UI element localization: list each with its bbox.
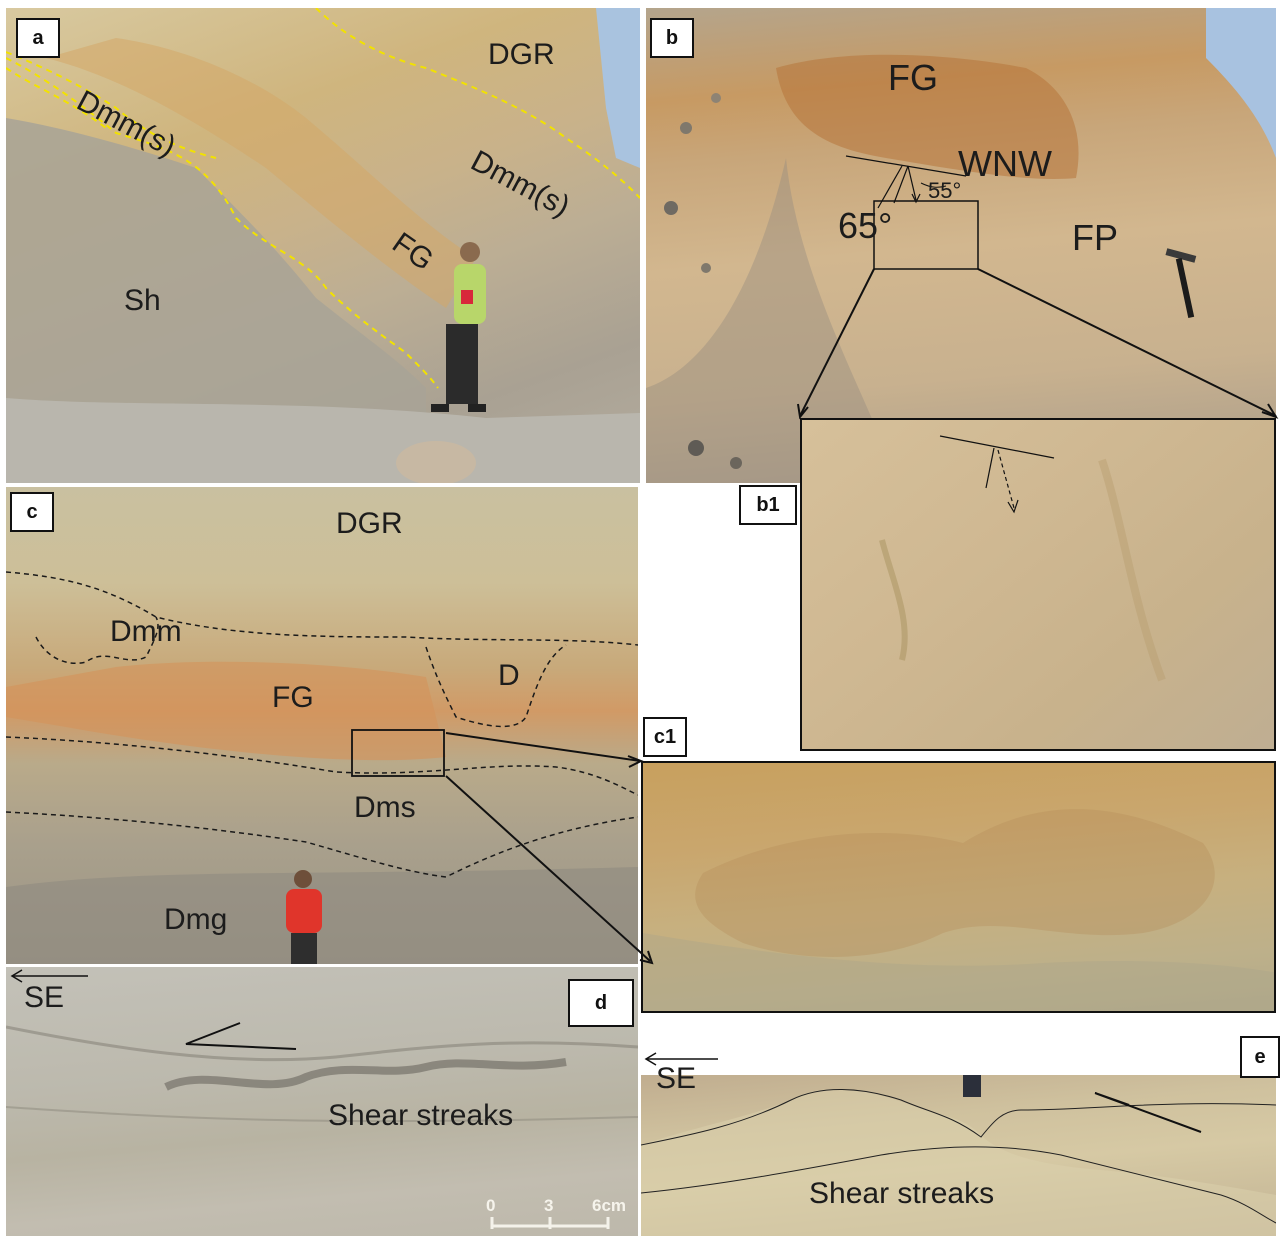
deformed-clast (695, 809, 1215, 957)
panel-tag-a: a (16, 18, 60, 58)
label-dgr: DGR (488, 38, 555, 71)
photo-panel-a: a DGR Dmm(s) Dmm(s) FG Sh (6, 8, 640, 483)
scale-tick-0: 0 (486, 1196, 496, 1215)
shear-sense-arrow (185, 1022, 297, 1050)
slip-arrow (907, 165, 917, 201)
label-shear-streaks: Shear streaks (328, 1099, 514, 1132)
ground (6, 398, 640, 483)
label-dmg: Dmg (164, 903, 228, 936)
connector-c-bottom-head (639, 950, 654, 965)
breccia-zone (646, 158, 876, 483)
orange-band (46, 38, 476, 308)
contact-dmm-top (6, 571, 638, 646)
photo-panel-b1 (800, 418, 1276, 751)
angle-arc (920, 182, 947, 188)
scale-tick-6cm: 6cm (592, 1196, 627, 1215)
panel-tag-b1: b1 (739, 485, 797, 525)
connector-c-top (445, 732, 641, 762)
panel-tag-d: d (568, 979, 634, 1027)
contact-line-upper-left (6, 51, 217, 159)
strike-line (939, 435, 1055, 459)
label-dgr: DGR (336, 507, 403, 540)
label-dmm: Dmm (110, 615, 182, 648)
connector-b-left (799, 268, 875, 417)
label-d: D (498, 659, 520, 692)
photo-panel-e: Shear streaks (641, 1075, 1276, 1236)
label-fg: FG (888, 57, 938, 98)
scale-tick-3: 3 (544, 1196, 554, 1215)
slip-dashed (997, 449, 1015, 509)
label-sh: Sh (124, 284, 161, 317)
pen-marker (963, 1075, 981, 1097)
slip-arrowhead (1007, 499, 1019, 514)
panel-d-drawing (6, 969, 638, 1229)
contact-line-lower (6, 57, 439, 389)
shale-unit (6, 118, 426, 483)
boulder (396, 441, 476, 483)
connector-c-bottom (445, 775, 651, 962)
fault-gouge-zone (776, 54, 1079, 179)
label-angle-65: 65° (838, 205, 893, 246)
contact-dms-base (6, 811, 638, 878)
photo-panel-b: b FG WNW 55° 65° FP (646, 8, 1276, 483)
lower-unit (643, 933, 1274, 1011)
dip-line (985, 447, 995, 489)
panel-tag-c: c (10, 492, 54, 532)
panel-tag-e: e (1240, 1036, 1280, 1078)
label-se: SE (24, 981, 65, 1014)
shear-zone-fill (641, 1088, 1276, 1236)
label-shear-streaks: Shear streaks (809, 1177, 995, 1210)
label-dms: Dms (354, 791, 416, 824)
connector-b-right (977, 268, 1277, 417)
contact-line-lower-2 (6, 67, 107, 129)
person-figure (286, 870, 322, 964)
panel-b1-drawing (879, 435, 1166, 682)
contact-dmm-base (35, 616, 159, 664)
fault-gouge-band (6, 661, 446, 761)
photo-panel-c: c DGR Dmm FG D Dms Dmg (6, 487, 638, 964)
label-wnw: WNW (958, 143, 1052, 184)
scale-bar (490, 1217, 610, 1229)
person-figure (431, 242, 486, 412)
label-angle-55: 55° (928, 178, 962, 203)
clasts (664, 93, 742, 469)
connector-c-top-head (627, 755, 644, 768)
connector-b-right-head (1261, 403, 1279, 419)
rock-hammer (1165, 248, 1197, 318)
panel-e-drawing (641, 1075, 1276, 1236)
label-fg: FG (272, 681, 314, 714)
panel-c1-drawing (643, 809, 1274, 1011)
shear-sense-arrow (1094, 1092, 1202, 1133)
dip-line (893, 165, 909, 204)
panel-c-drawing (6, 571, 638, 964)
sky-patch (1206, 8, 1276, 158)
panel-tag-c1: c1 (643, 717, 687, 757)
photo-panel-c1 (641, 761, 1276, 1013)
label-se-e: SE (656, 1062, 697, 1095)
contact-d-block (425, 644, 567, 728)
inset-box-c1 (351, 729, 445, 777)
sky-patch (596, 8, 640, 168)
shear-boundary-upper (641, 1089, 1276, 1146)
connector-b-left-head (797, 403, 809, 420)
photo-panel-d: SE d Shear streaks 0 3 6cm (6, 967, 638, 1236)
slip-arrowhead (911, 193, 921, 204)
se-arrow-e (644, 1052, 718, 1066)
panel-b-drawing (646, 8, 1276, 483)
shear-boundary-lower (641, 1146, 1276, 1224)
strike-line (845, 155, 967, 177)
label-fp: FP (1072, 217, 1119, 258)
panel-a-drawing (6, 8, 640, 483)
panel-tag-b: b (650, 18, 694, 58)
shear-streak-dark (164, 1058, 567, 1091)
contact-fg-base (6, 736, 638, 796)
inset-box-b1 (873, 200, 979, 270)
se-arrowhead (10, 969, 23, 983)
